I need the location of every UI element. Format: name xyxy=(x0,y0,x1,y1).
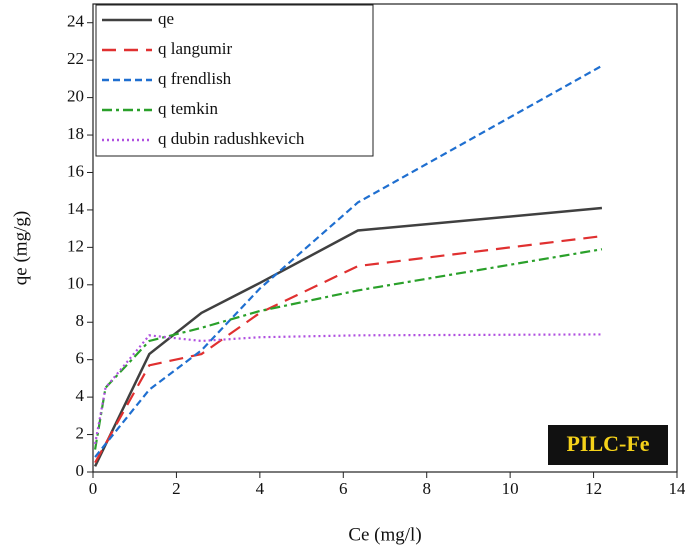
legend-label: q temkin xyxy=(158,99,218,118)
series-line xyxy=(94,235,603,464)
y-tick-label: 4 xyxy=(76,386,85,405)
x-tick-label: 14 xyxy=(669,479,685,498)
legend-box xyxy=(95,4,374,157)
y-tick-label: 18 xyxy=(67,124,84,143)
x-tick-label: 10 xyxy=(502,479,519,498)
annotation-box xyxy=(548,425,668,465)
y-tick-label: 10 xyxy=(67,274,84,293)
x-tick-label: 6 xyxy=(339,479,348,498)
y-tick-label: 14 xyxy=(67,199,85,218)
x-tick-label: 0 xyxy=(89,479,98,498)
y-tick-label: 16 xyxy=(67,161,84,180)
series-line xyxy=(94,333,602,445)
x-tick-label: 2 xyxy=(172,479,181,498)
plot-frame xyxy=(92,3,678,473)
x-tick-label: 4 xyxy=(256,479,265,498)
y-tick-label: 0 xyxy=(76,461,85,480)
y-axis-title: qe (mg/g) xyxy=(10,211,31,285)
y-tick-label: 22 xyxy=(67,49,84,68)
y-tick-label: 24 xyxy=(67,12,85,31)
y-tick-label: 6 xyxy=(76,349,85,368)
y-tick-label: 12 xyxy=(67,236,84,255)
x-tick-label: 8 xyxy=(422,479,431,498)
annotation: PILC-Fe xyxy=(566,431,649,456)
series-line xyxy=(93,206,603,467)
y-tick-label: 20 xyxy=(67,87,84,106)
legend-label: q frendlish xyxy=(158,69,232,88)
x-axis-title: Ce (mg/l) xyxy=(348,524,421,545)
series-line xyxy=(94,248,603,450)
x-tick-label: 12 xyxy=(585,479,602,498)
legend-label: qe xyxy=(158,9,174,28)
series-line xyxy=(94,64,603,458)
legend-label: q dubin radushkevich xyxy=(158,129,305,148)
y-tick-label: 8 xyxy=(76,311,85,330)
legend-label: q langumir xyxy=(158,39,232,58)
y-tick-label: 2 xyxy=(76,423,85,442)
